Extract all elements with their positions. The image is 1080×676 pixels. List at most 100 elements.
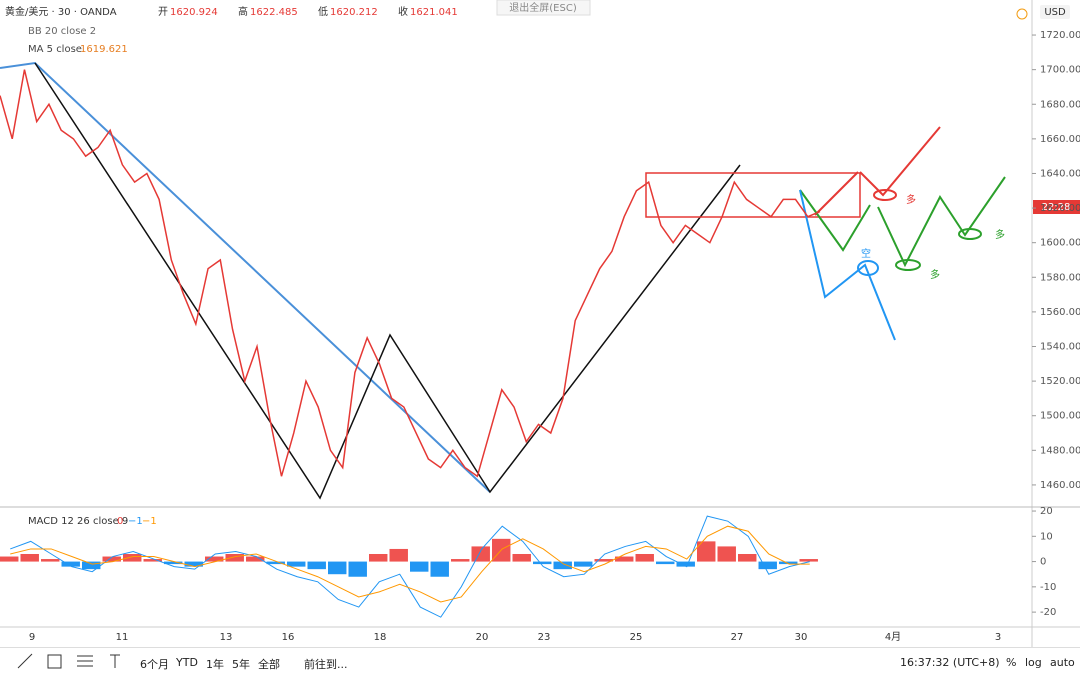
arrow bbox=[799, 189, 871, 252]
y-tick-label: 1700.000 bbox=[1040, 65, 1080, 76]
alert-icon[interactable] bbox=[1016, 8, 1028, 20]
histogram-bar bbox=[348, 561, 367, 577]
range[interactable]: YTD bbox=[176, 656, 198, 669]
macd-value: −1 bbox=[142, 516, 157, 527]
histogram-bar bbox=[615, 556, 634, 562]
ohlc-value: 1620.212 bbox=[330, 7, 378, 18]
option[interactable]: auto bbox=[1050, 656, 1075, 669]
ma-value: 1619.621 bbox=[80, 44, 128, 55]
y-tick-label: -20 bbox=[1040, 607, 1056, 618]
macd-line bbox=[10, 525, 810, 603]
ohlc-value: 1621.041 bbox=[410, 7, 458, 18]
currency-bg bbox=[1040, 5, 1070, 19]
arrow bbox=[799, 189, 896, 341]
ohlc-label: 低 bbox=[318, 5, 328, 18]
marker bbox=[873, 189, 897, 201]
ohlc-value: 1620.924 bbox=[170, 7, 218, 18]
histogram-bar bbox=[594, 559, 613, 562]
histogram-bar bbox=[205, 556, 224, 562]
x-tick-label: 16 bbox=[282, 632, 295, 643]
currency: USD bbox=[1044, 7, 1066, 18]
macd-value: 0 bbox=[117, 516, 123, 527]
text-tool[interactable] bbox=[110, 654, 120, 668]
x-tick-label: 18 bbox=[374, 632, 387, 643]
bb-legend: BB 20 close 2 bbox=[28, 26, 96, 37]
y-tick-label: -10 bbox=[1040, 582, 1056, 593]
histogram-bar bbox=[635, 553, 654, 562]
histogram-bar bbox=[82, 561, 101, 570]
x-tick-label: 30 bbox=[795, 632, 808, 643]
x-tick-label: 20 bbox=[476, 632, 489, 643]
histogram-bar bbox=[451, 559, 470, 562]
ohlc-value: 1622.485 bbox=[250, 7, 298, 18]
histogram-bar bbox=[430, 561, 449, 577]
y-tick-label: 1480.000 bbox=[1040, 445, 1080, 456]
y-tick-label: 1600.000 bbox=[1040, 238, 1080, 249]
histogram-bar bbox=[799, 559, 818, 562]
exit-fullscreen-bg[interactable] bbox=[496, 0, 591, 16]
histogram-bar bbox=[656, 561, 675, 565]
ma-line bbox=[0, 69, 821, 478]
histogram-bar bbox=[307, 561, 326, 570]
goto[interactable]: 前往到... bbox=[304, 658, 348, 671]
annotation: 多 bbox=[995, 228, 1005, 241]
line-tool[interactable] bbox=[17, 653, 33, 669]
trend-line bbox=[0, 61, 491, 493]
histogram-bar bbox=[61, 561, 80, 567]
histogram-bar bbox=[287, 561, 306, 567]
histogram-bar bbox=[246, 556, 265, 562]
zigzag bbox=[34, 62, 741, 500]
range[interactable]: 全部 bbox=[258, 658, 280, 671]
histogram-bar bbox=[184, 561, 203, 567]
histogram-bar bbox=[697, 541, 716, 562]
symbol: 黄金/美元 · 30 · OANDA bbox=[5, 5, 117, 18]
x-tick-label: 23 bbox=[538, 632, 551, 643]
histogram-bar bbox=[266, 561, 285, 565]
exit-fullscreen[interactable]: 退出全屏(ESC) bbox=[509, 1, 577, 14]
annotation: 空 bbox=[861, 247, 871, 260]
histogram-bar bbox=[410, 561, 429, 572]
y-tick-label: 1520.000 bbox=[1040, 376, 1080, 387]
fib-tool[interactable] bbox=[77, 655, 93, 667]
range[interactable]: 6个月 bbox=[140, 658, 169, 671]
histogram-bar bbox=[779, 561, 798, 565]
histogram-bar bbox=[717, 546, 736, 562]
ohlc-label: 开 bbox=[158, 7, 168, 18]
histogram-bar bbox=[738, 553, 757, 562]
ohlc-label: 高 bbox=[238, 5, 248, 18]
x-tick-label: 11 bbox=[116, 632, 129, 643]
y-tick-label: 10 bbox=[1040, 531, 1053, 542]
annotation: 多 bbox=[906, 193, 916, 206]
option[interactable]: % bbox=[1006, 656, 1017, 669]
y-tick-label: 1620.000 bbox=[1040, 203, 1080, 214]
histogram-bar bbox=[676, 561, 695, 567]
x-tick-label: 13 bbox=[220, 632, 233, 643]
x-tick-label: 9 bbox=[29, 632, 35, 643]
range[interactable]: 1年 bbox=[206, 658, 224, 671]
histogram-bar bbox=[369, 553, 388, 562]
y-tick-label: 1540.000 bbox=[1040, 341, 1080, 352]
y-tick-label: 20 bbox=[1040, 506, 1053, 517]
y-tick-label: 1460.000 bbox=[1040, 480, 1080, 491]
histogram-bar bbox=[758, 561, 777, 570]
marker bbox=[895, 259, 921, 271]
ma-legend: MA 5 close bbox=[28, 44, 82, 55]
arrow bbox=[877, 176, 1006, 268]
histogram-bar bbox=[328, 561, 347, 575]
y-tick-label: 0 bbox=[1040, 557, 1046, 568]
y-tick-label: 1500.000 bbox=[1040, 411, 1080, 422]
histogram-bar bbox=[123, 553, 142, 562]
histogram-bar bbox=[41, 559, 60, 562]
rect-tool[interactable] bbox=[47, 654, 62, 669]
macd-line bbox=[10, 515, 810, 618]
drawings bbox=[0, 61, 1006, 500]
y-tick-label: 1660.000 bbox=[1040, 134, 1080, 145]
marker bbox=[857, 260, 879, 276]
option[interactable]: log bbox=[1025, 656, 1042, 669]
y-tick-label: 1560.000 bbox=[1040, 307, 1080, 318]
price-tag: 22:28 bbox=[1042, 202, 1071, 213]
histogram-bar bbox=[164, 561, 183, 565]
histogram-bar bbox=[512, 553, 531, 562]
range[interactable]: 5年 bbox=[232, 658, 250, 671]
